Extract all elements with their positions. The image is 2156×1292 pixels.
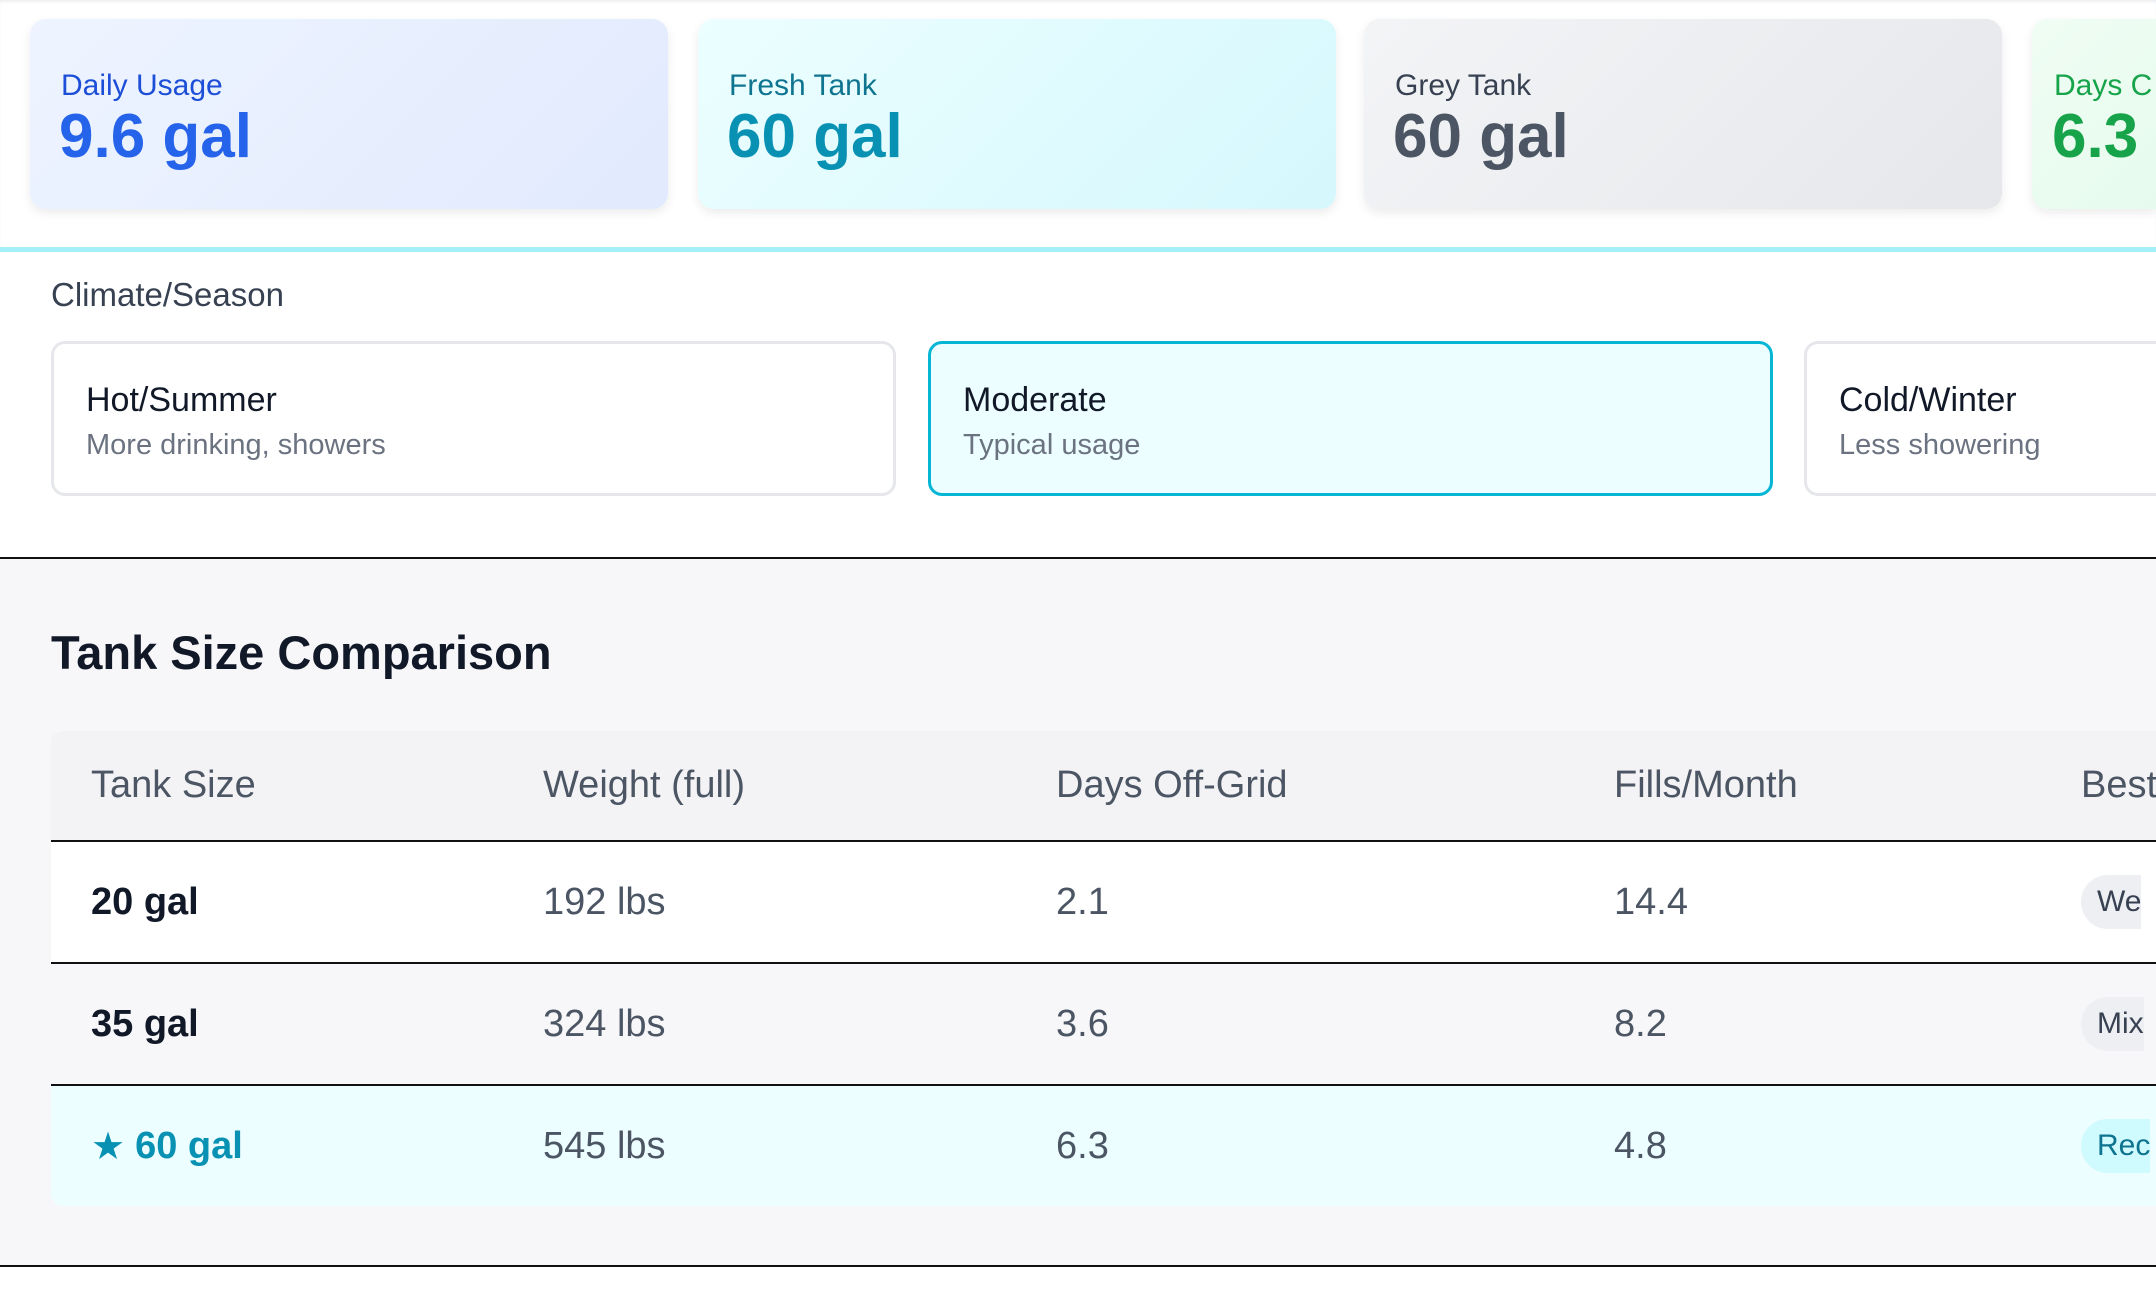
stat-label: Grey Tank: [1395, 69, 1532, 102]
option-desc: Typical usage: [963, 429, 1141, 461]
tank-size: 20 gal: [91, 880, 199, 923]
fills-month: 4.8: [1614, 1124, 1667, 1167]
star-icon: ★: [91, 1125, 126, 1168]
stat-card-grey-tank: Grey Tank 60 gal: [1364, 19, 2002, 209]
days-off-grid: 2.1: [1056, 880, 1109, 923]
table-row: 35 gal 324 lbs 3.6 8.2 Mix: [51, 962, 2156, 1084]
best-cell: Rec: [2081, 1086, 2151, 1206]
tank-comparison-section: Tank Size Comparison Tank Size Weight (f…: [0, 559, 2156, 1266]
climate-option-cold[interactable]: Cold/Winter Less showering: [1804, 341, 2156, 496]
column-header: Best: [2081, 764, 2156, 806]
option-title: Cold/Winter: [1839, 381, 2017, 419]
option-title: Moderate: [963, 381, 1107, 419]
stat-value: 60 gal: [1393, 102, 1569, 171]
tank-size: 60 gal: [135, 1124, 243, 1167]
option-desc: Less showering: [1839, 429, 2041, 461]
best-badge: Mix: [2081, 997, 2144, 1051]
divider: [0, 247, 2156, 252]
climate-option-hot[interactable]: Hot/Summer More drinking, showers: [51, 341, 896, 496]
column-header: Weight (full): [543, 764, 746, 806]
stat-card-daily-usage: Daily Usage 9.6 gal: [30, 19, 668, 209]
fills-month: 8.2: [1614, 1002, 1667, 1045]
table-row: 20 gal 192 lbs 2.1 14.4 We: [51, 840, 2156, 962]
stat-label: Days C: [2054, 69, 2153, 102]
stat-value: 9.6 gal: [59, 102, 252, 171]
fills-month: 14.4: [1614, 880, 1688, 923]
days-off-grid: 3.6: [1056, 1002, 1109, 1045]
tank-size-cell: ★ 60 gal: [91, 1086, 243, 1206]
section-divider: [0, 1265, 2156, 1267]
best-cell: We: [2081, 842, 2142, 962]
table-header: Tank Size Weight (full) Days Off-Grid Fi…: [51, 731, 2156, 840]
stat-card-days: Days C 6.3: [2032, 19, 2156, 209]
stat-card-fresh-tank: Fresh Tank 60 gal: [698, 19, 1336, 209]
climate-label: Climate/Season: [51, 276, 284, 313]
tank-size: 35 gal: [91, 1002, 199, 1045]
column-header: Fills/Month: [1614, 764, 1798, 806]
option-desc: More drinking, showers: [86, 429, 386, 461]
weight: 324 lbs: [543, 1002, 666, 1045]
stat-label: Fresh Tank: [729, 69, 877, 102]
option-title: Hot/Summer: [86, 381, 277, 419]
table-row-recommended: ★ 60 gal 545 lbs 6.3 4.8 Rec: [51, 1084, 2156, 1206]
section-divider: [0, 557, 2156, 559]
stats-bar: Daily Usage 9.6 gal Fresh Tank 60 gal Grey…: [0, 0, 2156, 249]
best-cell: Mix: [2081, 964, 2144, 1084]
column-header: Days Off-Grid: [1056, 764, 1288, 806]
stat-label: Daily Usage: [61, 69, 223, 102]
best-badge: Rec: [2081, 1119, 2151, 1173]
climate-option-moderate[interactable]: Moderate Typical usage: [928, 341, 1773, 496]
column-header: Tank Size: [91, 764, 256, 806]
stat-value: 60 gal: [727, 102, 903, 171]
days-off-grid: 6.3: [1056, 1124, 1109, 1167]
stat-value: 6.3: [2052, 102, 2139, 171]
section-title: Tank Size Comparison: [51, 626, 552, 679]
weight: 545 lbs: [543, 1124, 666, 1167]
weight: 192 lbs: [543, 880, 666, 923]
best-badge: We: [2081, 875, 2142, 929]
comparison-table: Tank Size Weight (full) Days Off-Grid Fi…: [51, 731, 2156, 1206]
